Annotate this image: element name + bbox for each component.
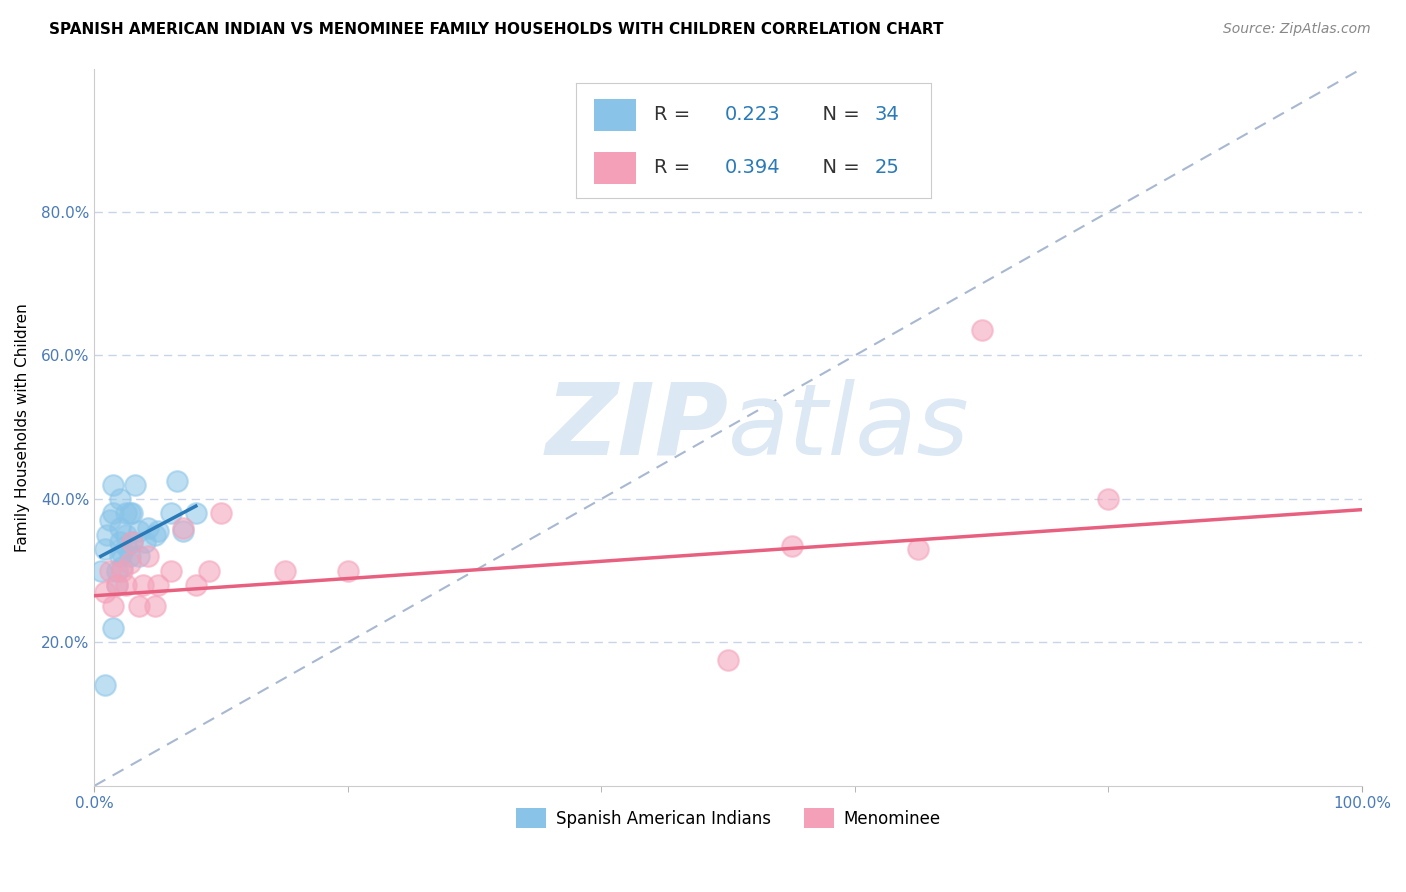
Point <box>136 520 159 534</box>
Point <box>111 564 134 578</box>
Point <box>111 560 134 574</box>
Text: atlas: atlas <box>728 378 970 475</box>
Point <box>159 564 181 578</box>
Point <box>103 599 125 614</box>
Point <box>273 564 295 578</box>
Point <box>136 549 159 564</box>
Point <box>90 564 112 578</box>
Point <box>103 621 125 635</box>
Point <box>111 546 134 560</box>
Legend: Spanish American Indians, Menominee: Spanish American Indians, Menominee <box>509 801 948 835</box>
Point <box>105 564 128 578</box>
Point <box>93 585 115 599</box>
Point <box>184 578 207 592</box>
Point <box>121 535 143 549</box>
Point <box>143 599 166 614</box>
Text: ZIP: ZIP <box>546 378 728 475</box>
Point <box>121 506 143 520</box>
Point <box>128 524 150 538</box>
Point <box>121 535 143 549</box>
Point <box>336 564 359 578</box>
Text: Source: ZipAtlas.com: Source: ZipAtlas.com <box>1223 22 1371 37</box>
Point <box>143 527 166 541</box>
Point <box>172 524 194 538</box>
Point <box>131 578 153 592</box>
Point <box>128 549 150 564</box>
Point <box>105 578 128 592</box>
Point <box>108 549 131 564</box>
Point <box>124 477 146 491</box>
Point <box>166 474 188 488</box>
Point <box>197 564 219 578</box>
Point <box>118 506 141 520</box>
Point <box>103 506 125 520</box>
Point <box>115 506 138 520</box>
Point <box>907 542 929 557</box>
Point <box>108 520 131 534</box>
Y-axis label: Family Households with Children: Family Households with Children <box>15 302 30 551</box>
Point <box>159 506 181 520</box>
Point <box>118 549 141 564</box>
Point <box>93 542 115 557</box>
Point <box>146 524 169 538</box>
Point <box>105 578 128 592</box>
Point <box>108 491 131 506</box>
Point <box>717 653 740 667</box>
Point <box>172 520 194 534</box>
Point <box>108 535 131 549</box>
Point <box>115 578 138 592</box>
Point <box>146 578 169 592</box>
Point <box>103 477 125 491</box>
Point <box>780 539 803 553</box>
Text: SPANISH AMERICAN INDIAN VS MENOMINEE FAMILY HOUSEHOLDS WITH CHILDREN CORRELATION: SPANISH AMERICAN INDIAN VS MENOMINEE FAM… <box>49 22 943 37</box>
Point <box>134 535 156 549</box>
Point <box>96 527 118 541</box>
Point <box>970 323 993 337</box>
Point <box>98 564 121 578</box>
Point <box>118 557 141 571</box>
Point <box>128 599 150 614</box>
Point <box>184 506 207 520</box>
Point <box>1097 491 1119 506</box>
Point <box>209 506 232 520</box>
Point <box>115 527 138 541</box>
Point <box>98 513 121 527</box>
Point <box>93 678 115 692</box>
Point <box>115 539 138 553</box>
